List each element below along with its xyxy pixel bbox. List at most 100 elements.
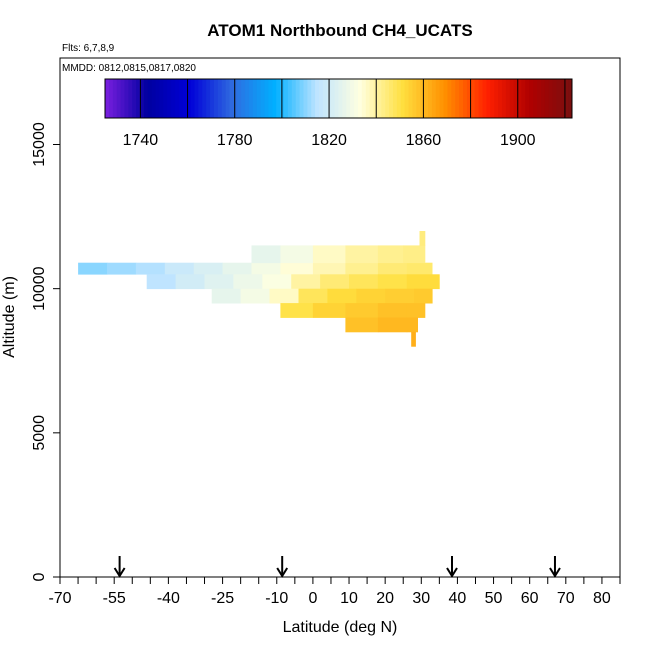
colorbar-segment (128, 79, 133, 118)
colorbar-segment (140, 79, 145, 118)
colorbar-segment (455, 79, 460, 118)
colorbar-tick-label: 1900 (500, 132, 536, 149)
colorbar-segment (346, 79, 351, 118)
colorbar-segment (416, 79, 421, 118)
y-tick-label: 15000 (31, 122, 48, 167)
colorbar-segment (116, 79, 122, 118)
colorbar-frame (104, 78, 573, 119)
data-cell (327, 288, 357, 304)
colorbar-segment (190, 79, 196, 118)
colorbar-segment (233, 79, 238, 118)
colorbar-segment (245, 79, 250, 118)
colorbar-segment (501, 79, 507, 118)
data-cell (211, 288, 241, 304)
colorbar-segment (435, 79, 441, 118)
data-cell (349, 274, 379, 290)
colorbar-segment (428, 79, 433, 118)
data-cell (406, 262, 433, 275)
colorbar: 1740 1780 1820 1860 1900 (104, 78, 573, 149)
data-cell (377, 245, 404, 264)
colorbar-segment (424, 79, 429, 118)
colorbar-segment (194, 79, 199, 118)
colorbar-segment (171, 79, 176, 118)
colorbar-segment (478, 79, 483, 118)
colorbar-segment (105, 79, 110, 118)
colorbar-segment (213, 79, 219, 118)
data-cell (411, 331, 416, 347)
colorbar-segment (276, 79, 281, 118)
colorbar-segment (299, 79, 304, 118)
colorbar-segment (525, 79, 530, 118)
colorbar-segment (350, 79, 355, 118)
colorbar-segment (509, 79, 515, 118)
colorbar-segment (396, 79, 402, 118)
colorbar-segment (400, 79, 406, 118)
colorbar-segment (544, 79, 550, 118)
colorbar-segment (284, 79, 289, 118)
colorbar-segment (151, 79, 157, 118)
colorbar-segment (217, 79, 223, 118)
data-cell (312, 245, 346, 264)
colorbar-segment (319, 79, 324, 118)
colorbar-segment (175, 79, 180, 118)
data-cell (320, 274, 350, 290)
colorbar-segment (365, 79, 371, 118)
colorbar-segment (330, 79, 336, 118)
colorbar-segment (536, 79, 542, 118)
y-tick-label: 10000 (31, 266, 48, 311)
colorbar-segment (108, 79, 114, 118)
colorbar-segment (521, 79, 526, 118)
flight-markers (113, 556, 561, 578)
colorbar-segment (533, 79, 538, 118)
colorbar-segment (431, 79, 437, 118)
colorbar-segment (311, 79, 316, 118)
colorbar-segment (552, 79, 557, 118)
data-cell (377, 274, 408, 290)
colorbar-segment (229, 79, 234, 118)
colorbar-segment (443, 79, 448, 118)
x-tick-label: 30 (412, 590, 430, 607)
data-cell (406, 303, 426, 318)
colorbar-segment (486, 79, 491, 118)
data-cell (280, 262, 314, 275)
colorbar-segment (377, 79, 382, 118)
colorbar-segment (178, 79, 184, 118)
y-axis-label: Altitude (m) (1, 276, 18, 358)
colorbar-segment (451, 79, 456, 118)
colorbar-tick-label: 1860 (406, 132, 442, 149)
colorbar-segment (505, 79, 511, 118)
down-arrow-icon (446, 556, 458, 578)
data-cell (251, 245, 281, 264)
colorbar-segment (186, 79, 192, 118)
colorbar-segment (159, 79, 164, 118)
data-cell (406, 274, 440, 290)
data-cell (251, 262, 281, 275)
dates-label: MMDD: 0812,0815,0817,0820 (62, 63, 196, 74)
data-cell (107, 262, 137, 275)
colorbar-segment (439, 79, 445, 118)
x-tick-label: 10 (340, 590, 358, 607)
colorbar-segment (470, 79, 476, 118)
data-cell (385, 288, 415, 304)
colorbar-segment (334, 79, 339, 118)
colorbar-segment (303, 79, 308, 118)
colorbar-segment (385, 79, 390, 118)
colorbar-segment (120, 79, 125, 118)
colorbar-segment (322, 79, 328, 118)
colorbar-segment (256, 79, 262, 118)
data-cell (312, 262, 346, 275)
down-arrow-icon (113, 556, 126, 578)
data-cell (146, 274, 176, 290)
colorbar-segment (112, 79, 118, 118)
colorbar-segment (447, 79, 452, 118)
colorbar-segment (143, 79, 149, 118)
data-cell (240, 288, 270, 304)
data-cell (419, 231, 426, 246)
data-cell (78, 262, 108, 275)
colorbar-segment (225, 79, 231, 118)
colorbar-segment (237, 79, 242, 118)
colorbar-segment (498, 79, 503, 118)
data-cell (280, 303, 314, 318)
colorbar-segment (206, 79, 211, 118)
